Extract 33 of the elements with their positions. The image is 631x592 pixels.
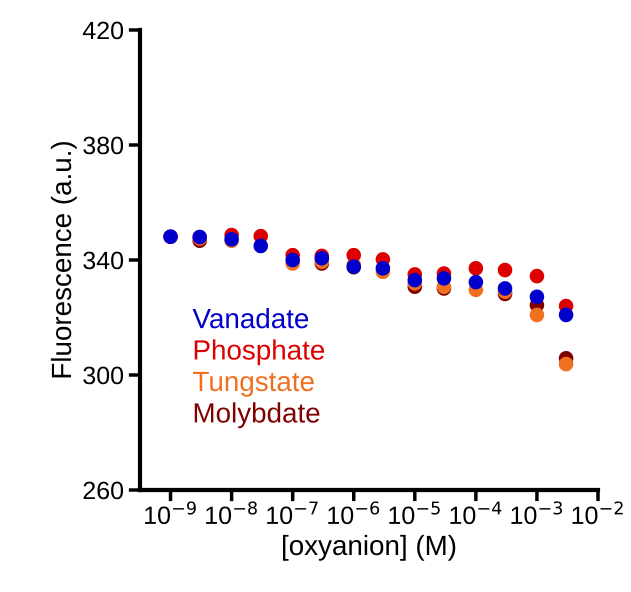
x-axis-title: [oxyanion] (M): [282, 534, 456, 561]
y-tick-label: 420: [82, 22, 124, 40]
point: [468, 274, 484, 290]
y-tick-label: 380: [83, 136, 124, 154]
x-tick-label: 10$^{−8}$: [206, 501, 257, 524]
text: Phosphate: [194, 339, 324, 366]
x-tick-label: 10$^{−2}$: [572, 501, 623, 524]
point: [498, 281, 512, 296]
y-tick-label: 300: [83, 366, 124, 384]
point: [558, 308, 574, 322]
point: [498, 262, 512, 278]
point: [468, 261, 484, 276]
y-tick-label: 340: [83, 252, 124, 270]
text: Tungstate: [193, 372, 314, 397]
point: [558, 356, 574, 372]
x-tick-label: 10$^{−5}$: [389, 502, 440, 524]
point: [436, 271, 452, 286]
series-label: Vanadate: [192, 308, 308, 328]
text: Molybdate: [194, 402, 320, 428]
x-tick-label: 10$^{−3}$: [511, 501, 562, 524]
point: [408, 272, 422, 288]
x-tick-label: 10$^{−7}$: [267, 502, 318, 524]
point: [285, 252, 300, 268]
y-axis-title: Fluorescence (a.u.): [50, 142, 77, 378]
y-tick-label: 260: [84, 482, 124, 500]
point: [530, 268, 544, 284]
x-tick-label: 10$^{−6}$: [328, 501, 380, 524]
point: [376, 261, 390, 276]
point: [253, 238, 268, 254]
point: [530, 308, 544, 322]
x-tick-label: 10$^{−4}$: [450, 502, 502, 524]
point: [530, 290, 544, 304]
x-tick-label: 10$^{−9}$: [145, 501, 196, 524]
